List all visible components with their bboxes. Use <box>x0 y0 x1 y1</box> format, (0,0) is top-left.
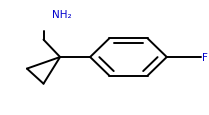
Text: NH₂: NH₂ <box>52 10 71 20</box>
Text: F: F <box>202 53 208 62</box>
